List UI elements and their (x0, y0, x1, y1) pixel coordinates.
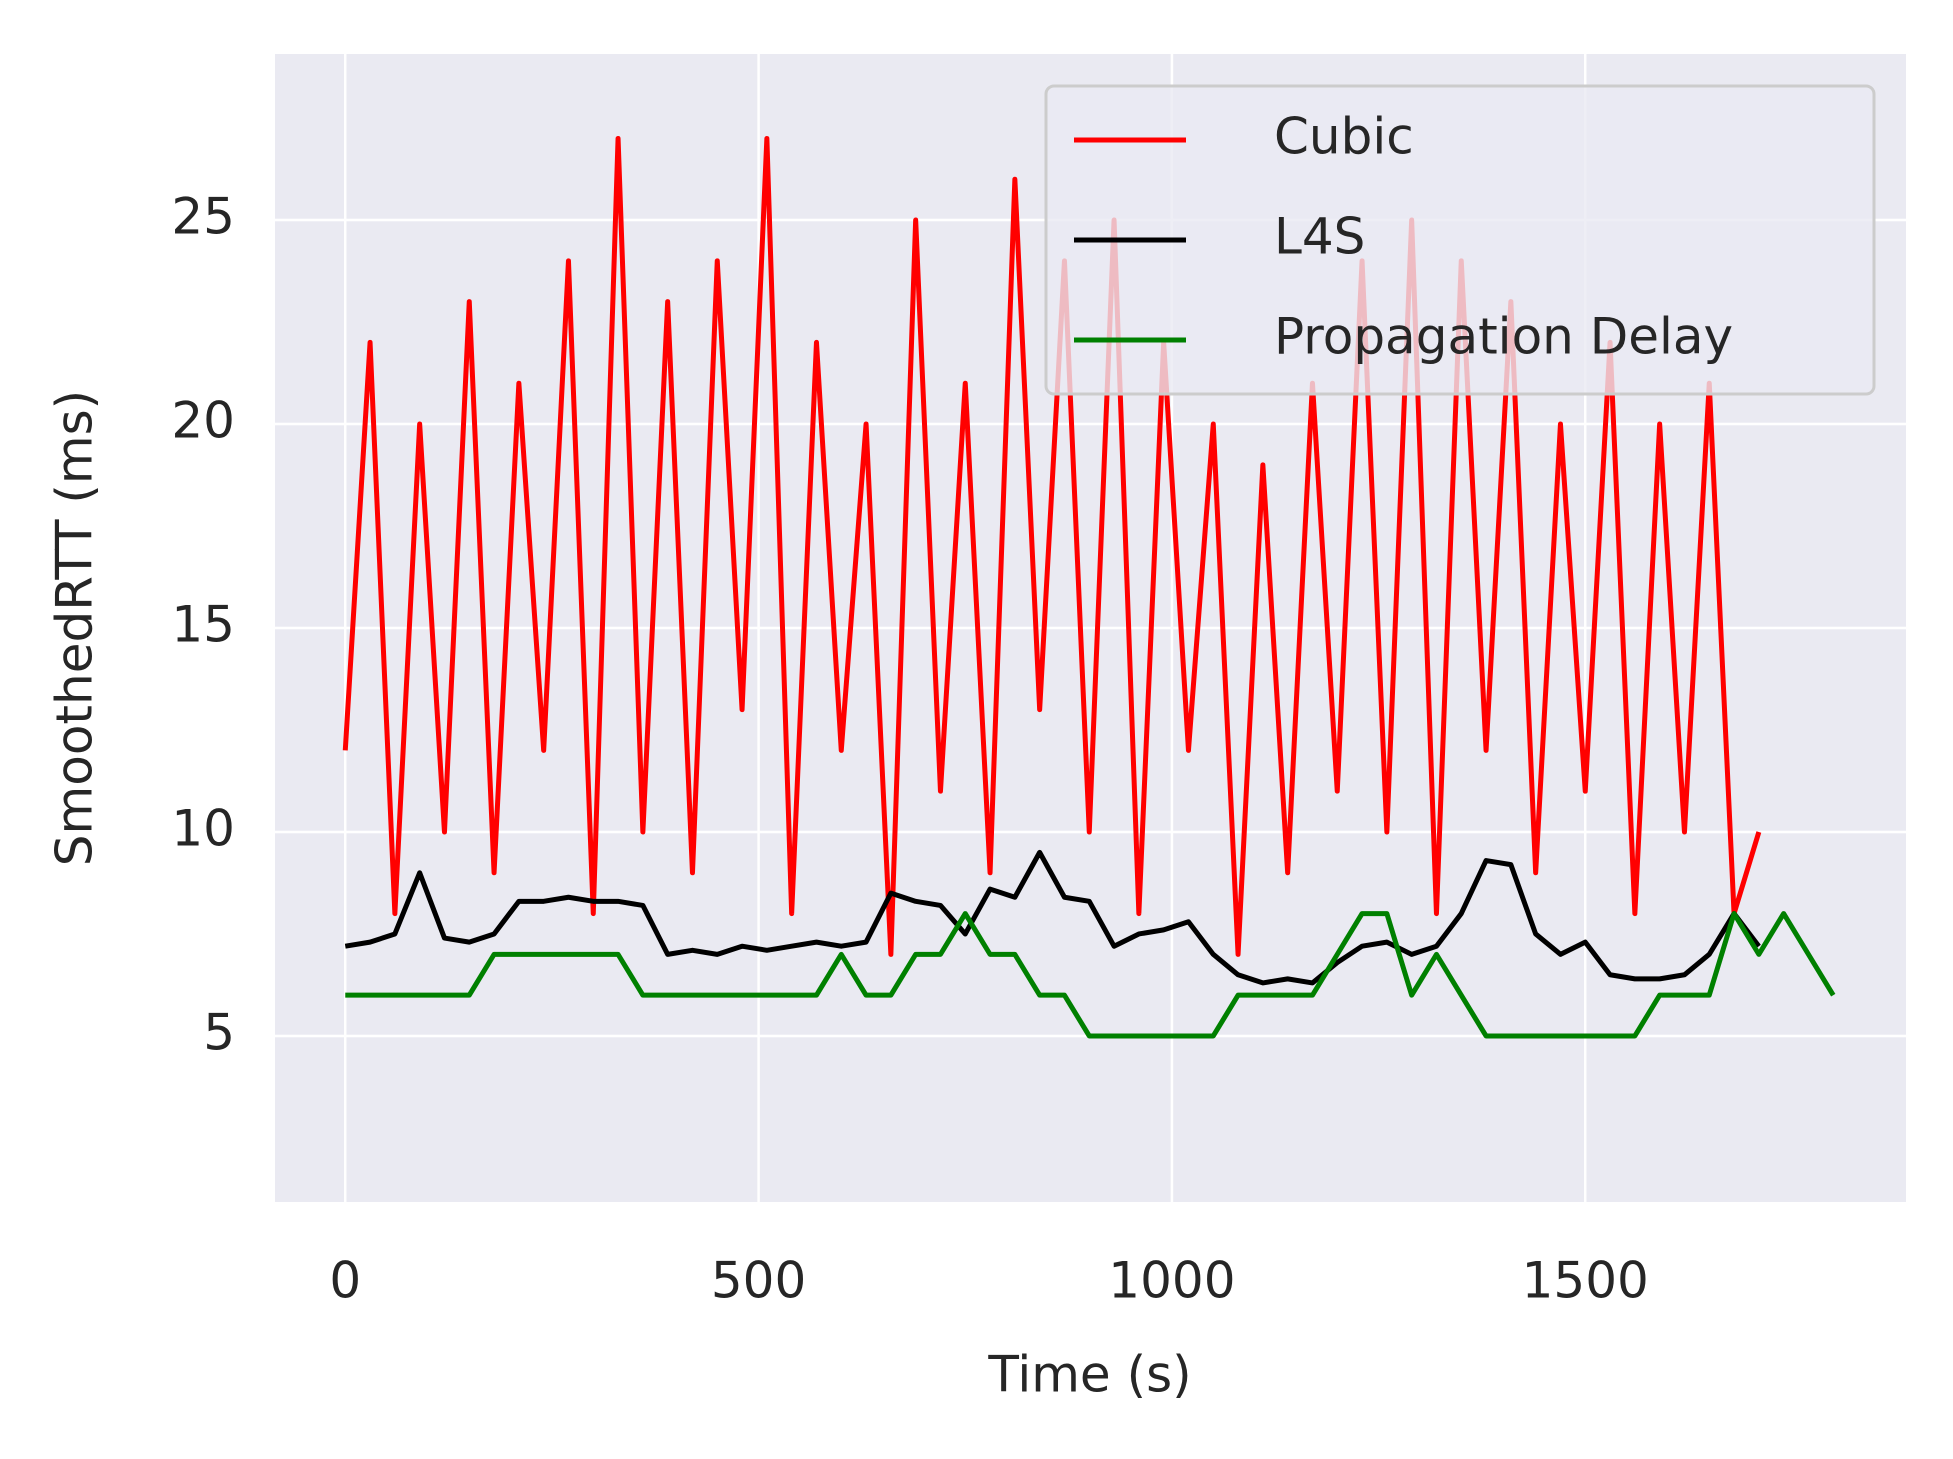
y-tick-label: 20 (171, 392, 235, 450)
data-line (344, 849, 1761, 986)
y-tick-label: 10 (171, 799, 235, 857)
x-tick-label: 1000 (1108, 1252, 1235, 1310)
legend-label: Propagation Delay (1274, 308, 1733, 366)
data-line (342, 135, 1762, 957)
y-tick-label: 15 (171, 596, 235, 654)
y-tick-label: 5 (203, 1003, 235, 1061)
legend-label: L4S (1274, 208, 1365, 266)
x-tick-label: 500 (711, 1252, 806, 1310)
y-tick-label: 25 (171, 188, 235, 246)
y-axis-label: SmoothedRTT (ms) (46, 390, 104, 866)
legend-label: Cubic (1274, 108, 1414, 166)
x-axis-label: Time (s) (987, 1346, 1191, 1404)
data-line (345, 911, 1836, 1039)
legend-box (1044, 84, 1876, 396)
x-tick-label: 1500 (1522, 1252, 1649, 1310)
x-tick-label: 0 (329, 1252, 361, 1310)
